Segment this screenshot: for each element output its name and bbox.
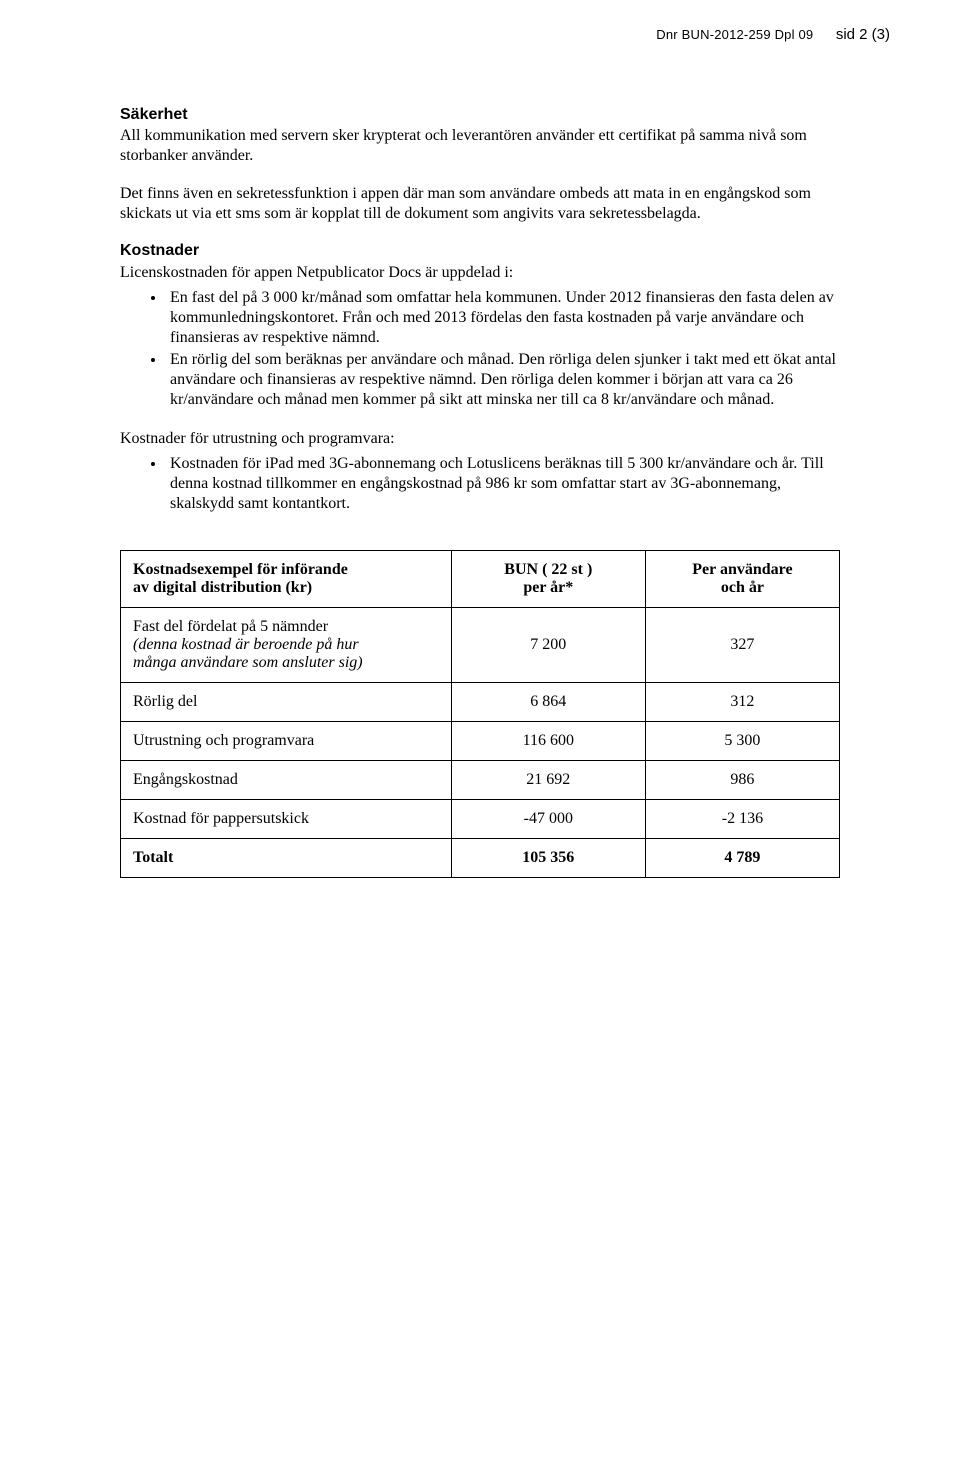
col-header-3: Per användare och år bbox=[645, 551, 839, 608]
row-value-1: 6 864 bbox=[451, 683, 645, 722]
row-value-2: -2 136 bbox=[645, 800, 839, 839]
col-header-2-line2: per år* bbox=[523, 579, 573, 596]
row-label: Kostnad för pappersutskick bbox=[121, 800, 452, 839]
kostnader-bullet-list: En fast del på 3 000 kr/månad som omfatt… bbox=[120, 288, 840, 410]
list-item: En fast del på 3 000 kr/månad som omfatt… bbox=[166, 288, 840, 348]
list-item: Kostnaden för iPad med 3G-abonnemang och… bbox=[166, 454, 840, 514]
col-header-3-line2: och år bbox=[721, 579, 764, 596]
col-header-1-line1: Kostnadsexempel för införande bbox=[133, 561, 348, 578]
row-value-2: 4 789 bbox=[645, 839, 839, 878]
heading-kostnader: Kostnader bbox=[120, 242, 840, 260]
header-dnr: Dnr BUN-2012-259 Dpl 09 bbox=[656, 27, 813, 42]
page-header: Dnr BUN-2012-259 Dpl 09 sid 2 (3) bbox=[656, 26, 890, 44]
sakerhet-p2: Det finns även en sekretessfunktion i ap… bbox=[120, 184, 840, 224]
row-value-1: -47 000 bbox=[451, 800, 645, 839]
table-row: Engångskostnad 21 692 986 bbox=[121, 761, 840, 800]
table-row: Kostnad för pappersutskick -47 000 -2 13… bbox=[121, 800, 840, 839]
row-value-1: 7 200 bbox=[451, 608, 645, 683]
kostnader-lead: Licenskostnaden för appen Netpublicator … bbox=[120, 264, 840, 282]
row-label-italic2: många användare som ansluter sig) bbox=[133, 654, 363, 671]
row-value-1: 116 600 bbox=[451, 722, 645, 761]
heading-sakerhet: Säkerhet bbox=[120, 106, 840, 124]
table-header-row: Kostnadsexempel för införande av digital… bbox=[121, 551, 840, 608]
header-sid: sid 2 (3) bbox=[836, 26, 890, 43]
document-page: Dnr BUN-2012-259 Dpl 09 sid 2 (3) Säkerh… bbox=[0, 0, 960, 1468]
kostnader-bullet-list-2: Kostnaden för iPad med 3G-abonnemang och… bbox=[120, 454, 840, 514]
row-label: Rörlig del bbox=[121, 683, 452, 722]
row-label: Engångskostnad bbox=[121, 761, 452, 800]
cell-value: 7 200 bbox=[530, 636, 566, 653]
row-value-2: 312 bbox=[645, 683, 839, 722]
table-row-total: Totalt 105 356 4 789 bbox=[121, 839, 840, 878]
row-value-2: 986 bbox=[645, 761, 839, 800]
row-label: Totalt bbox=[121, 839, 452, 878]
table-row: Fast del fördelat på 5 nämnder (denna ko… bbox=[121, 608, 840, 683]
cell-value: 327 bbox=[730, 636, 754, 653]
total-value-2: 4 789 bbox=[724, 849, 760, 866]
row-value-1: 105 356 bbox=[451, 839, 645, 878]
table-row: Utrustning och programvara 116 600 5 300 bbox=[121, 722, 840, 761]
row-value-2: 327 bbox=[645, 608, 839, 683]
row-label: Fast del fördelat på 5 nämnder (denna ko… bbox=[121, 608, 452, 683]
list-item: En rörlig del som beräknas per användare… bbox=[166, 350, 840, 410]
cost-table: Kostnadsexempel för införande av digital… bbox=[120, 550, 840, 878]
col-header-3-line1: Per användare bbox=[692, 561, 792, 578]
total-value-1: 105 356 bbox=[522, 849, 574, 866]
row-label-main: Fast del fördelat på 5 nämnder bbox=[133, 618, 328, 635]
table-row: Rörlig del 6 864 312 bbox=[121, 683, 840, 722]
kostnader-lead2: Kostnader för utrustning och programvara… bbox=[120, 430, 840, 448]
row-label-italic1: (denna kostnad är beroende på hur bbox=[133, 636, 359, 653]
col-header-1-line2: av digital distribution (kr) bbox=[133, 579, 312, 596]
row-value-2: 5 300 bbox=[645, 722, 839, 761]
total-label: Totalt bbox=[133, 849, 173, 866]
row-label: Utrustning och programvara bbox=[121, 722, 452, 761]
sakerhet-p1: All kommunikation med servern sker krypt… bbox=[120, 126, 840, 166]
row-value-1: 21 692 bbox=[451, 761, 645, 800]
col-header-1: Kostnadsexempel för införande av digital… bbox=[121, 551, 452, 608]
col-header-2-line1: BUN ( 22 st ) bbox=[504, 561, 592, 578]
col-header-2: BUN ( 22 st ) per år* bbox=[451, 551, 645, 608]
